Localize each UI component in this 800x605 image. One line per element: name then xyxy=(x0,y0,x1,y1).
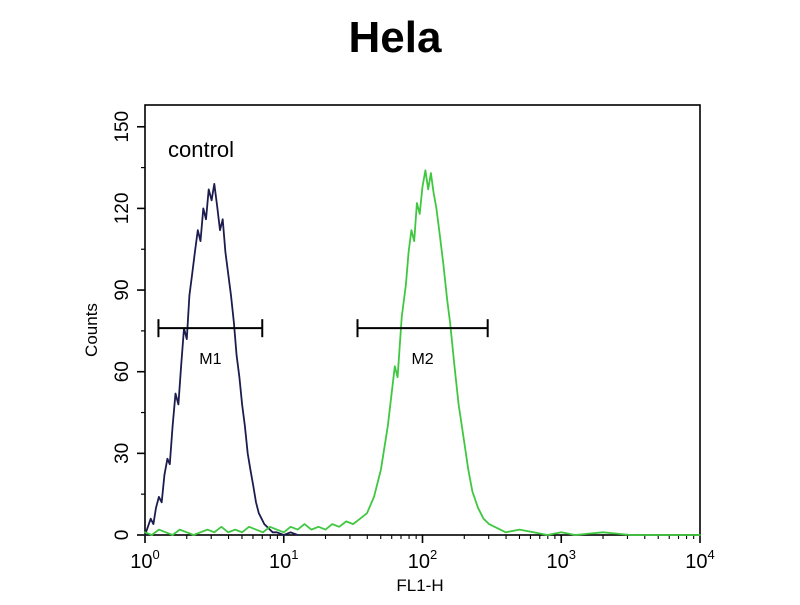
y-tick-label: 60 xyxy=(112,361,133,382)
y-tick-label: 90 xyxy=(112,279,133,300)
axes: 0 30 60 90 120 150 100 101 102 103 104 xyxy=(112,104,715,573)
y-tick-label: 0 xyxy=(112,530,133,541)
x-tick-label: 102 xyxy=(408,547,437,573)
control-annotation: control xyxy=(168,137,234,162)
x-axis-label: FL1-H xyxy=(396,576,443,595)
plot-border xyxy=(144,104,701,536)
x-tick-label: 100 xyxy=(130,547,159,573)
x-tick-label: 103 xyxy=(547,547,576,573)
y-axis-label: Counts xyxy=(82,303,101,357)
histogram-curves xyxy=(144,169,701,536)
y-tick-label: 30 xyxy=(112,443,133,464)
x-tick-label: 104 xyxy=(685,547,714,573)
y-tick-label: 120 xyxy=(112,193,133,225)
chart-title: Hela xyxy=(349,13,442,62)
marker-label-M2: M2 xyxy=(411,351,433,368)
y-tick-label: 150 xyxy=(112,111,133,143)
x-tick-label: 101 xyxy=(269,547,298,573)
gate-markers: M1 M2 xyxy=(157,319,489,368)
sample-curve xyxy=(144,169,701,536)
marker-label-M1: M1 xyxy=(199,351,221,368)
control-curve xyxy=(144,182,299,536)
